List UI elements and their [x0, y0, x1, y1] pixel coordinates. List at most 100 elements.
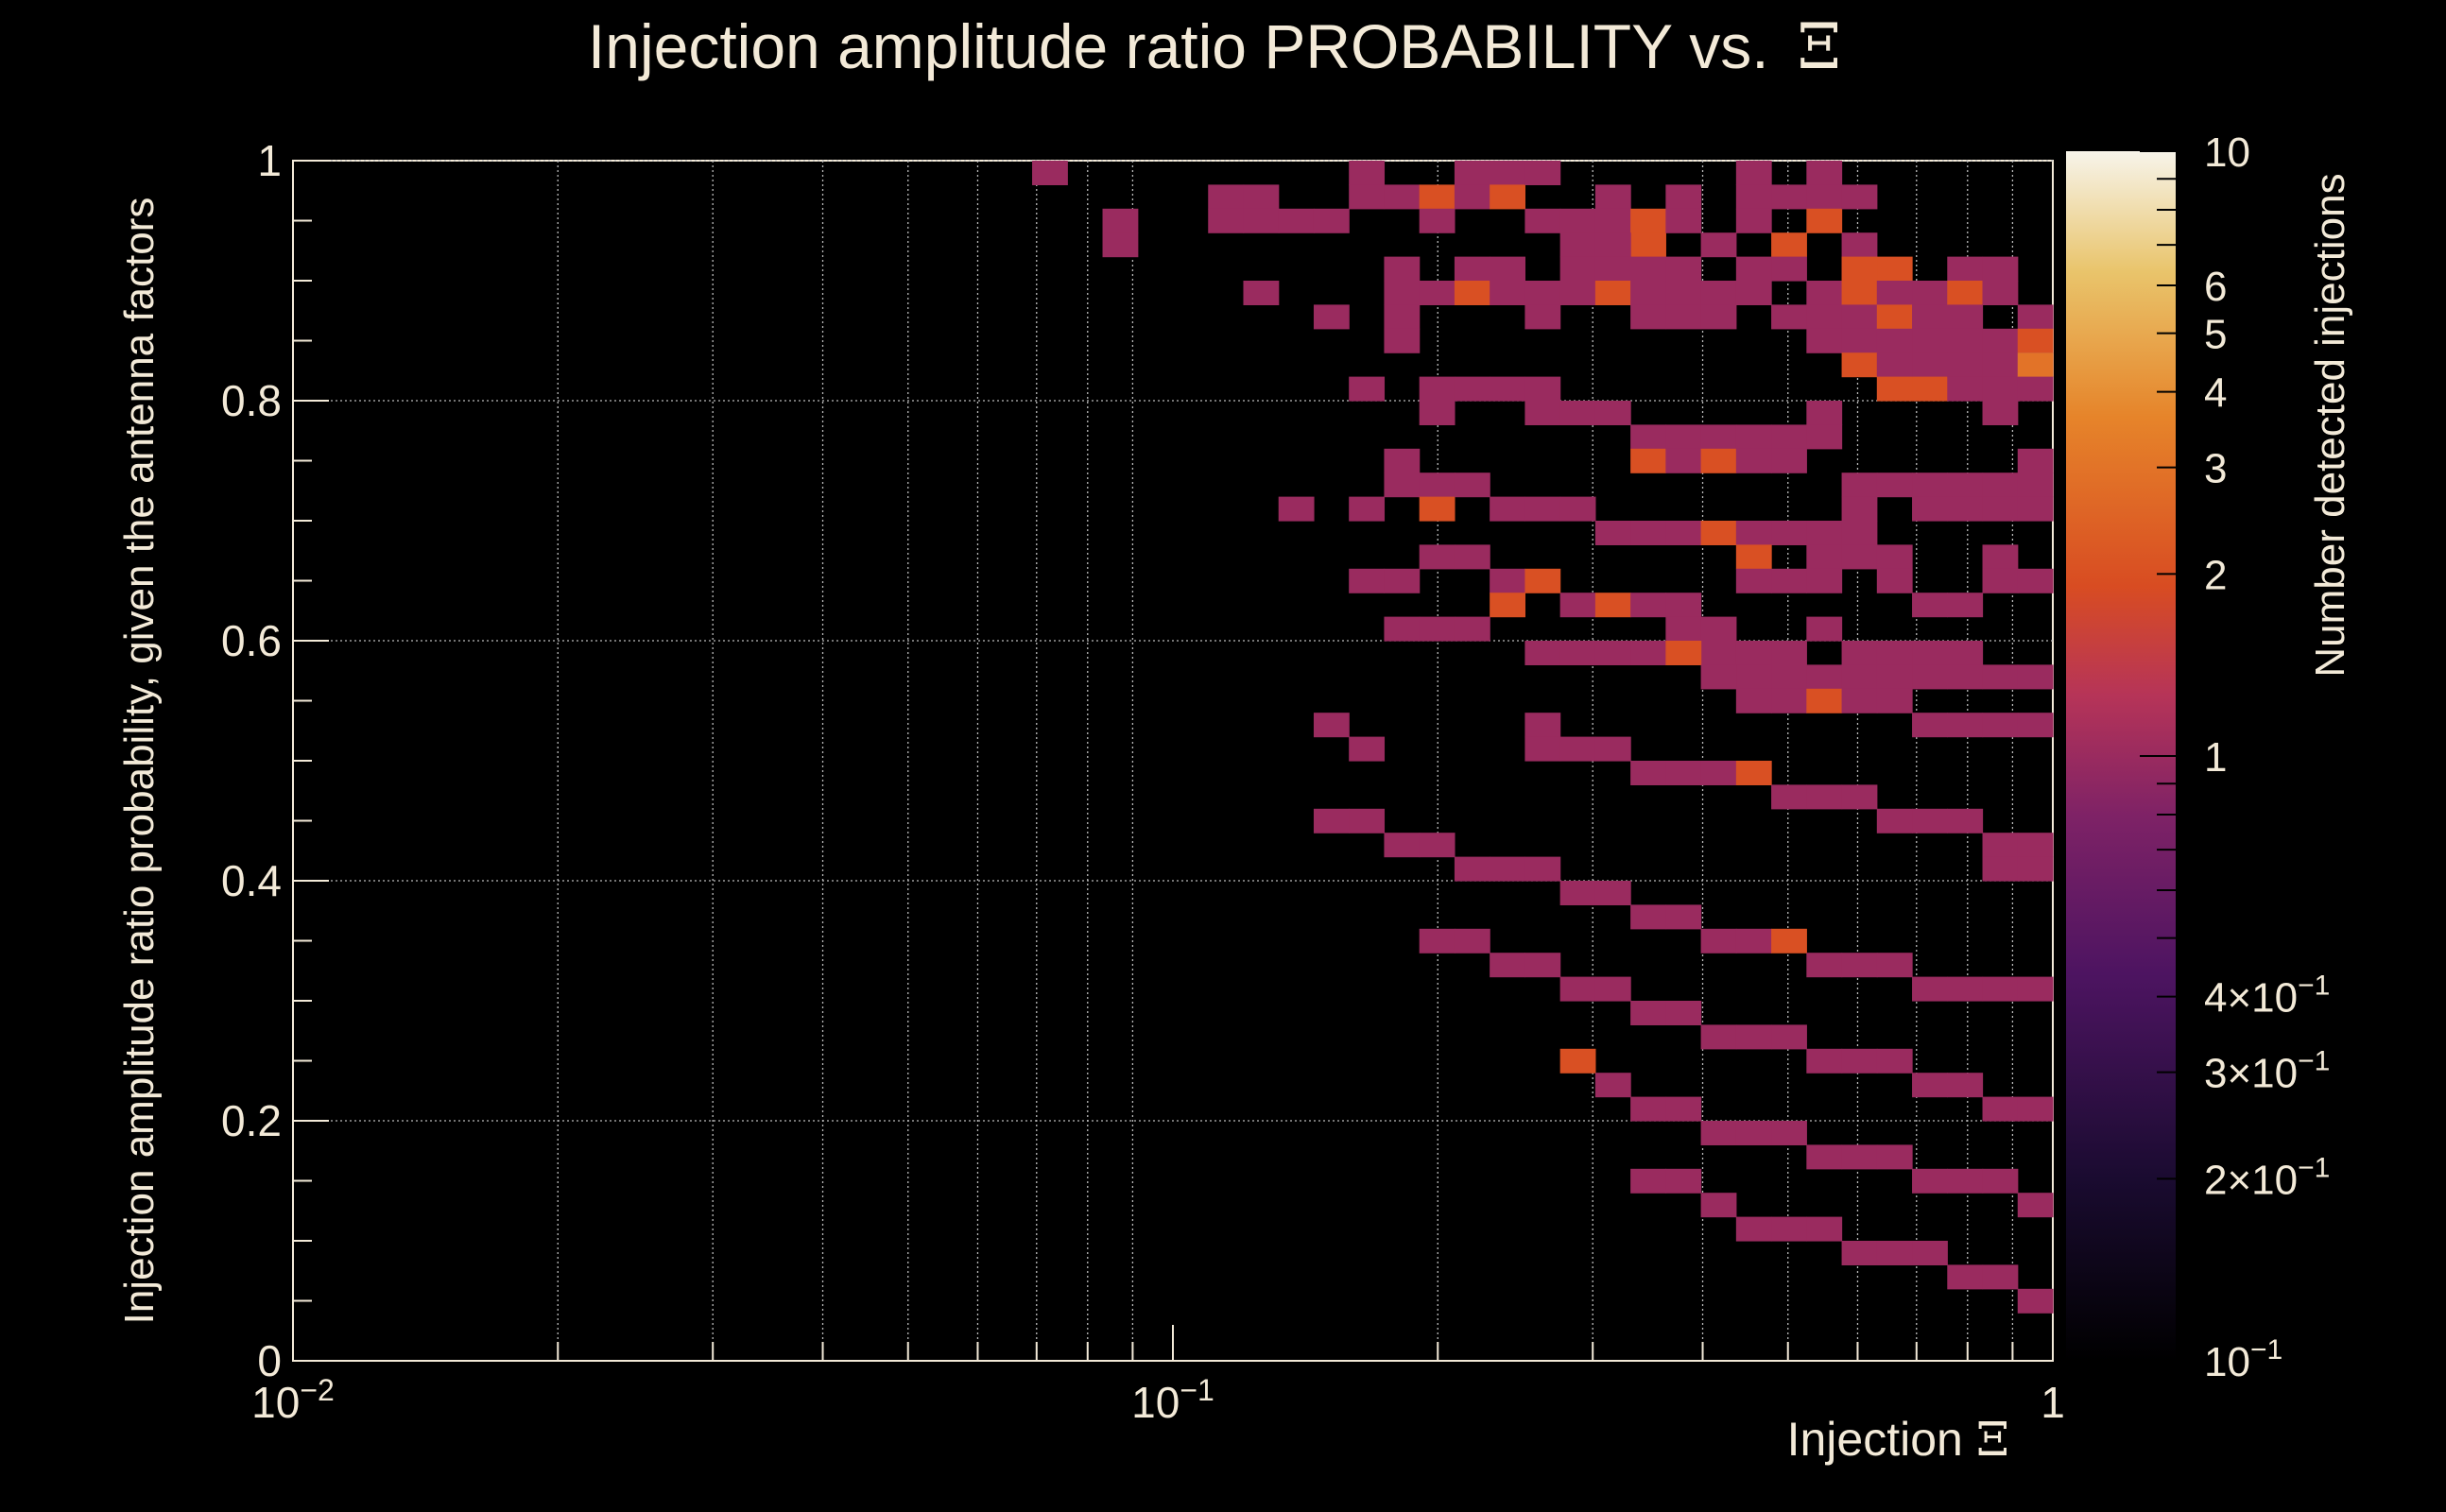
heatmap-cell [1594, 401, 1631, 425]
heatmap-cell [1419, 184, 1456, 210]
heatmap-cell [1771, 641, 1807, 665]
heatmap-cell [1982, 376, 2019, 402]
heatmap-cell [1490, 568, 1525, 593]
y-tick-label: 0 [257, 1336, 282, 1385]
heatmap-cell [2017, 304, 2054, 330]
heatmap-cell [1771, 232, 1807, 258]
heatmap-cell [1841, 521, 1878, 545]
heatmap-cell [1559, 281, 1596, 305]
heatmap-cell [1806, 424, 1843, 450]
heatmap-cell [1771, 928, 1807, 954]
heatmap-cell [1559, 736, 1596, 762]
heatmap-cell [1806, 401, 1843, 425]
heatmap-cell [1947, 664, 1984, 690]
heatmap-cell [1876, 472, 1913, 498]
heatmap-cell [1349, 808, 1386, 833]
heatmap-cell [1912, 472, 1948, 498]
heatmap-cell [1594, 281, 1631, 305]
plot-frame [292, 160, 2054, 1362]
heatmap-cell [1947, 256, 1984, 282]
colorbar-ticks: 10 65 4 3 2 1 4×10−1 3×10−1 2×10−1 10−1 [2140, 129, 2330, 1385]
heatmap-cell [1841, 281, 1878, 305]
heatmap-cell [1912, 664, 1948, 690]
heatmap-cell [1490, 953, 1525, 978]
heatmap-cell [1771, 184, 1807, 210]
heatmap-cell [2017, 856, 2054, 882]
heatmap-cell [1630, 1001, 1666, 1025]
heatmap-cell [1524, 713, 1561, 738]
heatmap-cell [1841, 664, 1878, 690]
heatmap-cell [1524, 496, 1561, 522]
heatmap-cell [1630, 256, 1666, 282]
heatmap-cell [1243, 208, 1280, 233]
heatmap-cell [1982, 833, 2019, 858]
colorbar-tick-label: 10 [2204, 129, 2250, 176]
heatmap-cell [1524, 161, 1561, 185]
colorbar-tick-label: 1 [2204, 734, 2227, 781]
heatmap-cell [1384, 304, 1421, 330]
heatmap-cell [1559, 1048, 1596, 1074]
heatmap-cell [1735, 641, 1772, 665]
heatmap-cell [1559, 232, 1596, 258]
heatmap-cell [1313, 808, 1350, 833]
heatmap-cell [1630, 281, 1666, 305]
heatmap-cell [1841, 1048, 1878, 1074]
heatmap-cell [1454, 256, 1490, 282]
heatmap-cell [1490, 593, 1525, 618]
heatmap-cell [1876, 304, 1913, 330]
heatmap-cell [1771, 521, 1807, 545]
heatmap-cell [1735, 928, 1772, 954]
heatmap-cell [1454, 472, 1490, 498]
heatmap-cell [1630, 1096, 1666, 1122]
heatmap-cell [1982, 568, 2019, 593]
heatmap-cell [1947, 496, 1984, 522]
heatmap-cell [1947, 472, 1984, 498]
heatmap-cell [1665, 616, 1702, 642]
heatmap-cell [1841, 641, 1878, 665]
heatmap-cell [2017, 664, 2054, 690]
heatmap-cell [1490, 856, 1525, 882]
heatmap-cell [1384, 472, 1421, 498]
heatmap-cell [1876, 328, 1913, 353]
heatmap-cell [1735, 256, 1772, 282]
heatmap-cell [1630, 521, 1666, 545]
heatmap-cell [1594, 521, 1631, 545]
heatmap-cell [2017, 833, 2054, 858]
heatmap-cell [1032, 161, 1068, 185]
heatmap-cell [1771, 256, 1807, 282]
heatmap-cell [1454, 184, 1490, 210]
heatmap-cell [1912, 496, 1948, 522]
heatmap-cell [1982, 1264, 2019, 1290]
heatmap-cell [1384, 281, 1421, 305]
heatmap-cell [1876, 808, 1913, 833]
heatmap-cell [1700, 232, 1737, 258]
heatmap-cell [1349, 496, 1386, 522]
chart-title-symbol: Ξ [1798, 10, 1841, 83]
heatmap-cell [1982, 401, 2019, 425]
heatmap-cell [1665, 424, 1702, 450]
heatmap-cell [1490, 161, 1525, 185]
heatmap-cell [1700, 521, 1737, 545]
heatmap-cell [1665, 208, 1702, 233]
heatmap-cell [1806, 184, 1843, 210]
heatmap-cell [1243, 281, 1280, 305]
heatmap-cell [1912, 1241, 1948, 1265]
colorbar-tick-label: 10−1 [2204, 1334, 2282, 1385]
heatmap-cell [1735, 424, 1772, 450]
heatmap-cell [1876, 568, 1913, 593]
heatmap-cell [1490, 376, 1525, 402]
heatmap-cell [1349, 736, 1386, 762]
heatmap-cell [1876, 641, 1913, 665]
heatmap-cell [2017, 448, 2054, 473]
y-tick-label: 0.2 [221, 1096, 282, 1145]
axis-ticks: 0 0.2 0.4 0.6 0.8 1 10−2 10−1 1 [221, 136, 2065, 1427]
heatmap-cell [1594, 641, 1631, 665]
heatmap-cell [1771, 1216, 1807, 1242]
heatmap-cell [1876, 281, 1913, 305]
heatmap-cell [1806, 328, 1843, 353]
heatmap-cell [1559, 208, 1596, 233]
heatmap-cell [1806, 521, 1843, 545]
heatmap-cell [1384, 616, 1421, 642]
heatmap-cell [1841, 304, 1878, 330]
heatmap-cell [1349, 568, 1386, 593]
